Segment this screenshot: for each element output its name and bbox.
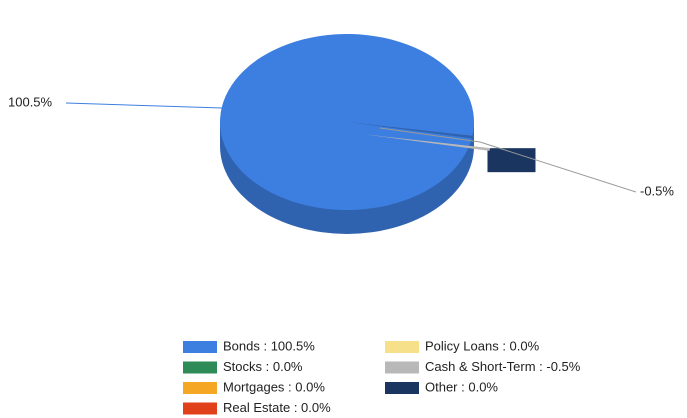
legend-swatch [183, 382, 217, 394]
pie-slice [364, 134, 491, 151]
legend-swatch [385, 361, 419, 374]
legend-swatch [183, 341, 217, 353]
pie-slice [220, 33, 475, 210]
legend-swatch [183, 402, 217, 415]
legend-swatch [183, 361, 217, 374]
legend-label: Real Estate : 0.0% [223, 400, 331, 415]
data-label: 100.5% [8, 94, 53, 109]
leader-line [65, 102, 223, 109]
leader-line [379, 127, 637, 193]
legend-label: Mortgages : 0.0% [223, 379, 325, 394]
legend-swatch [385, 341, 419, 353]
legend-label: Policy Loans : 0.0% [425, 338, 540, 353]
legend-label: Bonds : 100.5% [223, 338, 315, 353]
data-label: -0.5% [640, 183, 674, 198]
legend-label: Stocks : 0.0% [223, 359, 303, 374]
legend-label: Cash & Short-Term : -0.5% [425, 359, 581, 374]
legend-swatch [385, 382, 419, 394]
legend-label: Other : 0.0% [425, 379, 498, 394]
